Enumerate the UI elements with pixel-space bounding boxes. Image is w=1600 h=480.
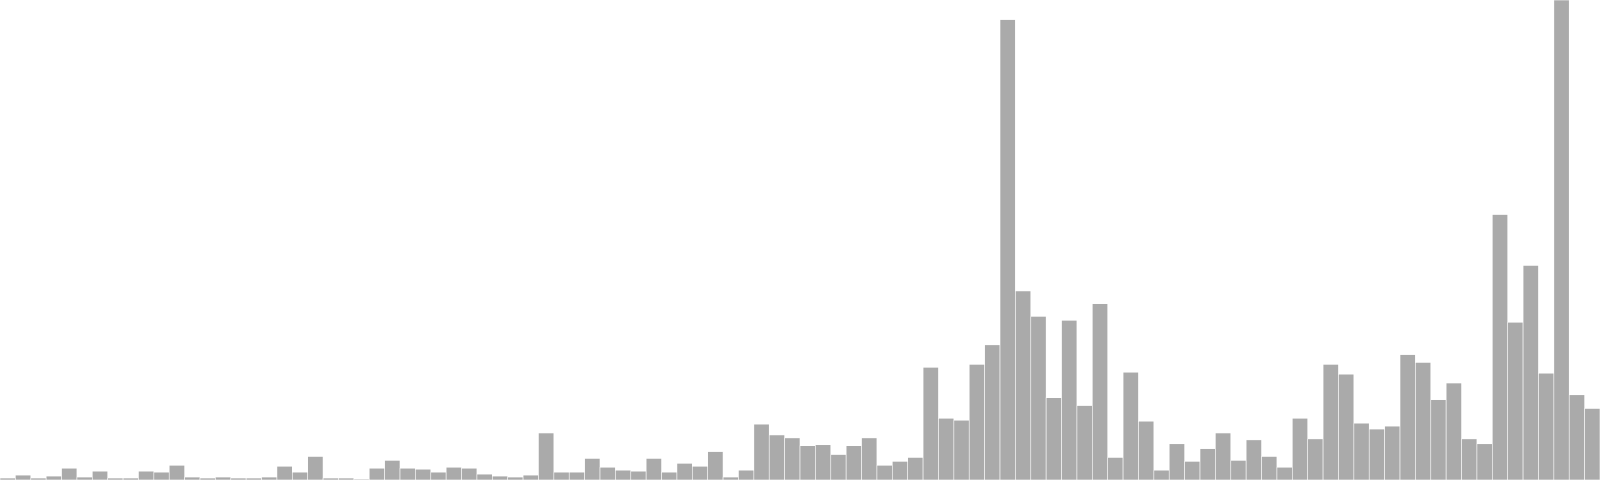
- bar-39: [599, 466, 616, 480]
- bar-52: [799, 445, 816, 480]
- bar-50: [768, 434, 785, 480]
- bar-6: [92, 470, 108, 480]
- bar-27: [415, 468, 432, 480]
- bar-40: [615, 469, 632, 480]
- bar-79: [1215, 432, 1232, 480]
- bar-38: [584, 458, 601, 480]
- bar-75: [1153, 469, 1170, 480]
- bar-30: [461, 467, 478, 480]
- bar-36: [553, 471, 570, 480]
- bar-3: [45, 475, 62, 480]
- bar-93: [1430, 399, 1447, 480]
- bar-99: [1522, 265, 1539, 480]
- bar-85: [1307, 438, 1324, 480]
- bar-103: [1584, 408, 1600, 480]
- bar-46: [707, 451, 724, 480]
- bar-20: [307, 456, 324, 480]
- bar-71: [1092, 303, 1108, 480]
- bar-37: [568, 471, 585, 480]
- bar-74: [1138, 420, 1155, 480]
- bar-96: [1476, 443, 1493, 480]
- bar-68: [1045, 397, 1062, 480]
- bar-45: [692, 465, 708, 480]
- bar-95: [1461, 438, 1478, 480]
- bar-29: [445, 466, 462, 480]
- bar-41: [630, 470, 647, 480]
- bar-86: [1322, 364, 1339, 480]
- bar-54: [830, 454, 847, 480]
- bar-49: [753, 423, 770, 480]
- bar-76: [1168, 443, 1185, 480]
- bar-80: [1230, 460, 1247, 480]
- bar-70: [1076, 405, 1093, 480]
- bar-82: [1261, 456, 1278, 480]
- bar-92: [1415, 362, 1432, 480]
- bar-77: [1184, 461, 1201, 480]
- bar-26: [399, 467, 416, 480]
- bar-28: [430, 471, 447, 480]
- bar-89: [1368, 428, 1385, 480]
- bar-100: [1538, 372, 1555, 480]
- bar-62: [953, 419, 970, 480]
- bar-48: [738, 469, 755, 480]
- bar-9: [138, 470, 155, 480]
- bar-55: [845, 445, 862, 480]
- bar-34: [522, 474, 539, 480]
- bar-1: [15, 474, 32, 480]
- bar-64: [984, 344, 1001, 480]
- bar-10: [153, 471, 170, 480]
- bar-101: [1553, 0, 1570, 480]
- bar-73: [1122, 371, 1139, 480]
- bar-88: [1353, 422, 1370, 480]
- bar-35: [538, 432, 555, 480]
- bar-97: [1492, 214, 1508, 480]
- bar-60: [922, 367, 939, 480]
- bar-67: [1030, 316, 1047, 480]
- bar-42: [645, 458, 662, 480]
- bar-78: [1199, 448, 1216, 480]
- bar-69: [1061, 320, 1078, 480]
- bar-59: [907, 457, 924, 480]
- bar-81: [1245, 439, 1262, 480]
- bar-90: [1384, 425, 1401, 480]
- bar-19: [292, 471, 308, 480]
- bar-43: [661, 471, 678, 480]
- bar-98: [1507, 321, 1524, 480]
- bar-65: [999, 19, 1016, 480]
- bar-56: [861, 437, 878, 480]
- bar-94: [1445, 382, 1462, 480]
- bar-51: [784, 437, 801, 480]
- bar-53: [815, 444, 832, 480]
- bar-24: [368, 467, 385, 480]
- bar-11: [168, 465, 185, 480]
- bar-84: [1292, 417, 1308, 480]
- bar-72: [1107, 457, 1124, 480]
- bar-91: [1399, 354, 1416, 480]
- bar-44: [676, 463, 693, 480]
- bar-102: [1568, 394, 1585, 480]
- bar-63: [968, 364, 985, 480]
- bar-58: [892, 461, 908, 480]
- bar-25: [384, 460, 401, 480]
- bar-32: [492, 475, 508, 480]
- bar-57: [876, 465, 893, 480]
- bar-61: [938, 417, 955, 480]
- bar-87: [1338, 373, 1355, 480]
- bar-83: [1276, 466, 1293, 480]
- bar-31: [476, 473, 493, 480]
- bar-66: [1015, 290, 1032, 480]
- bar-4: [61, 467, 78, 480]
- bar-18: [276, 465, 293, 480]
